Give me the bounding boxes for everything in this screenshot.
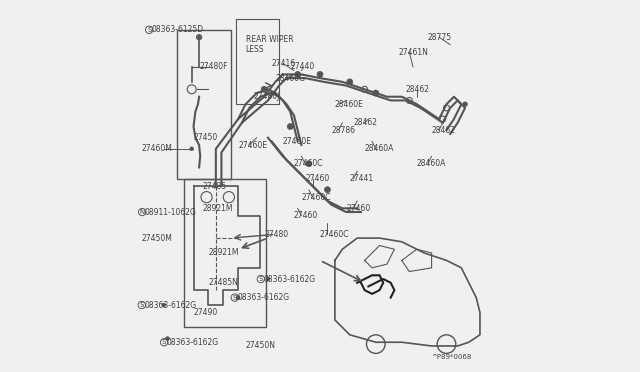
Circle shape bbox=[306, 161, 312, 167]
Bar bbox=[236, 19, 279, 104]
Text: 08911-1062G: 08911-1062G bbox=[145, 208, 196, 217]
Text: 08363-6162G: 08363-6162G bbox=[237, 293, 289, 302]
Circle shape bbox=[463, 102, 467, 106]
Text: 27485: 27485 bbox=[203, 182, 227, 190]
Text: 08363-6162G: 08363-6162G bbox=[264, 275, 316, 283]
Circle shape bbox=[317, 71, 323, 77]
Text: 28460G: 28460G bbox=[275, 74, 305, 83]
Text: 27460C: 27460C bbox=[294, 159, 323, 168]
Text: 08363-6162G: 08363-6162G bbox=[145, 301, 196, 310]
Text: 27450N: 27450N bbox=[246, 341, 276, 350]
Text: 27460: 27460 bbox=[305, 174, 330, 183]
Text: S: S bbox=[140, 302, 144, 308]
Circle shape bbox=[373, 90, 379, 96]
Text: 27460C: 27460C bbox=[320, 230, 349, 239]
Text: 28460A: 28460A bbox=[417, 159, 446, 168]
Circle shape bbox=[324, 187, 330, 193]
Text: 27460: 27460 bbox=[294, 211, 318, 220]
Circle shape bbox=[294, 71, 301, 77]
Text: 28462: 28462 bbox=[353, 118, 378, 127]
Text: 27480F: 27480F bbox=[199, 62, 228, 71]
Text: 28462: 28462 bbox=[406, 85, 429, 94]
Text: 28921M: 28921M bbox=[209, 248, 239, 257]
Text: 27480: 27480 bbox=[264, 230, 289, 239]
Bar bbox=[177, 30, 231, 179]
Text: 28786: 28786 bbox=[331, 126, 355, 135]
Text: 08363-6162G: 08363-6162G bbox=[167, 338, 219, 347]
Text: 28460A: 28460A bbox=[365, 144, 394, 153]
Text: REAR WIPER
LESS: REAR WIPER LESS bbox=[246, 35, 293, 54]
Text: 28460E: 28460E bbox=[335, 100, 364, 109]
Circle shape bbox=[261, 86, 267, 92]
Text: 27460M: 27460M bbox=[141, 144, 172, 153]
Circle shape bbox=[347, 79, 353, 85]
Circle shape bbox=[287, 124, 293, 129]
Text: S: S bbox=[259, 276, 263, 282]
Text: 27460C: 27460C bbox=[301, 193, 331, 202]
Text: 27461N: 27461N bbox=[398, 48, 428, 57]
Text: 27485N: 27485N bbox=[209, 278, 238, 287]
Circle shape bbox=[162, 303, 166, 307]
Text: 27480J: 27480J bbox=[253, 92, 280, 101]
Text: 27490: 27490 bbox=[193, 308, 218, 317]
Text: 27460: 27460 bbox=[346, 204, 371, 213]
Text: 28921M: 28921M bbox=[203, 204, 234, 213]
Text: S: S bbox=[147, 27, 152, 33]
Text: N: N bbox=[140, 209, 145, 215]
Circle shape bbox=[236, 296, 240, 299]
Text: S: S bbox=[162, 339, 166, 345]
Text: 27460E: 27460E bbox=[238, 141, 267, 150]
Circle shape bbox=[266, 277, 270, 281]
Text: 27416: 27416 bbox=[271, 59, 296, 68]
Text: 28462: 28462 bbox=[431, 126, 456, 135]
Circle shape bbox=[463, 102, 467, 106]
Text: 27440: 27440 bbox=[291, 62, 314, 71]
Text: 28775: 28775 bbox=[428, 33, 452, 42]
Text: ^P89*0068: ^P89*0068 bbox=[431, 354, 472, 360]
Circle shape bbox=[197, 35, 201, 39]
Text: 27450M: 27450M bbox=[141, 234, 172, 243]
Text: S: S bbox=[232, 295, 237, 301]
Text: 27450: 27450 bbox=[193, 133, 218, 142]
Circle shape bbox=[190, 147, 193, 151]
Bar bbox=[184, 179, 266, 327]
Circle shape bbox=[166, 337, 170, 340]
Text: 27441: 27441 bbox=[349, 174, 374, 183]
Text: 08363-6125D: 08363-6125D bbox=[152, 25, 204, 34]
Text: 27460E: 27460E bbox=[283, 137, 312, 146]
